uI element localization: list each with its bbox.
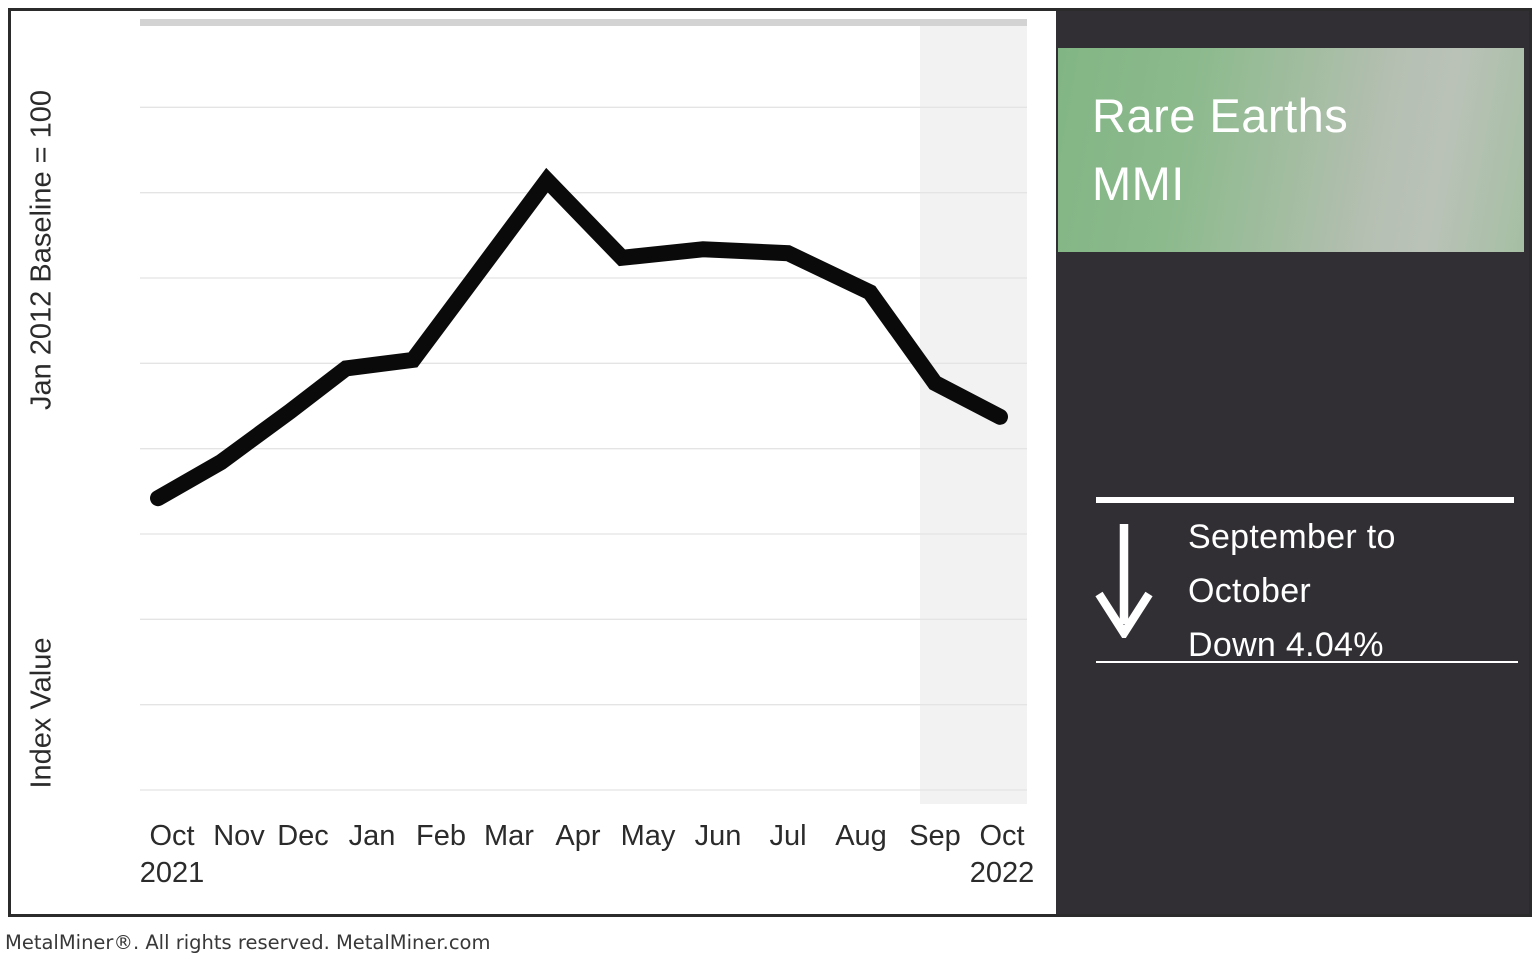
report-card: Jan 2012 Baseline = 100 Index Value Oct N…: [8, 8, 1532, 917]
x-axis-label-dec-2: Dec: [277, 820, 329, 852]
x-axis-label-nov-1: Nov: [213, 820, 265, 852]
chart-panel: Jan 2012 Baseline = 100 Index Value Oct N…: [8, 8, 1056, 917]
y-axis-label-baseline: Jan 2012 Baseline = 100: [25, 89, 58, 411]
change-period-line-1: September to: [1188, 518, 1396, 556]
x-axis-label-aug-10: Aug: [835, 820, 887, 852]
down-arrow-icon: [1095, 524, 1153, 638]
chart-title: Rare Earths MMI: [1092, 89, 1349, 210]
index-line: [150, 167, 1008, 507]
x-axis-label-oct-0: Oct: [149, 820, 195, 852]
change-amount-line: Down 4.04%: [1188, 626, 1384, 664]
x-axis-label-jun-8: Jun: [694, 820, 742, 852]
x-axis-label-mar-5: Mar: [484, 820, 534, 852]
change-summary: September to October Down 4.04%: [1188, 510, 1396, 672]
divider-top: [1096, 497, 1514, 503]
x-axis-label-jul-9: Jul: [769, 820, 807, 852]
x-axis-label-jan-3: Jan: [348, 820, 396, 852]
plot-top-bar: [140, 19, 1027, 26]
title-banner: Rare Earths MMI: [1058, 48, 1524, 252]
x-axis-label-apr-6: Apr: [555, 820, 601, 852]
x-axis-label-oct-12: Oct: [979, 820, 1025, 852]
side-panel: Rare Earths MMI September to October Dow…: [1056, 8, 1532, 917]
x-axis-year-label-2021: 2021: [139, 857, 205, 889]
y-axis-label-index-value: Index Value: [25, 637, 58, 789]
x-axis-year-label-2022: 2022: [969, 857, 1035, 889]
divider-bottom: [1096, 661, 1518, 663]
x-axis-label-may-7: May: [620, 820, 676, 852]
highlight-band-sep-oct: [920, 26, 1027, 804]
change-period-line-2: October: [1188, 572, 1312, 610]
x-axis-label-sep-11: Sep: [909, 820, 961, 852]
line-chart: [140, 19, 1027, 804]
x-axis-label-feb-4: Feb: [416, 820, 466, 852]
footer-copyright: MetalMiner®. All rights reserved. MetalM…: [5, 931, 491, 954]
